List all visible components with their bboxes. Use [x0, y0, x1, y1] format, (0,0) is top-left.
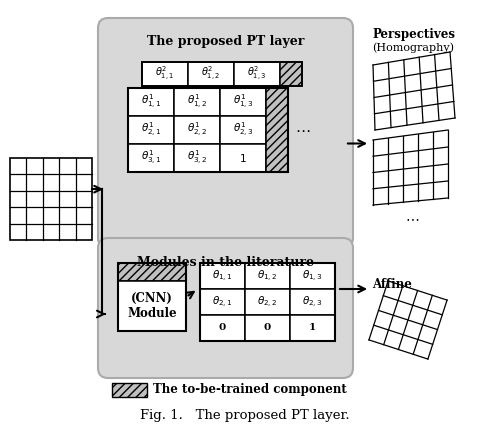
Text: $\theta_{2,3}$: $\theta_{2,3}$: [302, 294, 323, 309]
Bar: [118, 281, 186, 331]
Text: $\theta_{2,1}$: $\theta_{2,1}$: [212, 294, 233, 309]
Text: $\theta^1_{2,2}$: $\theta^1_{2,2}$: [187, 121, 207, 139]
Bar: [128, 88, 174, 116]
Text: $\theta^1_{1,1}$: $\theta^1_{1,1}$: [141, 93, 161, 111]
Bar: [290, 263, 335, 289]
Bar: [245, 289, 290, 315]
FancyBboxPatch shape: [98, 18, 353, 248]
Text: $\theta^2_{1,1}$: $\theta^2_{1,1}$: [155, 65, 175, 83]
Text: Fig. 1.   The proposed PT layer.: Fig. 1. The proposed PT layer.: [140, 408, 350, 422]
Text: 0: 0: [264, 324, 271, 332]
Text: $\theta^2_{1,2}$: $\theta^2_{1,2}$: [201, 65, 220, 83]
Bar: [174, 144, 220, 172]
Bar: [112, 383, 147, 397]
Bar: [200, 263, 245, 289]
Bar: [142, 62, 302, 86]
Text: 1: 1: [309, 324, 316, 332]
Text: (CNN)
Module: (CNN) Module: [127, 292, 177, 320]
Bar: [245, 315, 290, 341]
Bar: [118, 263, 186, 281]
Bar: [245, 263, 290, 289]
Bar: [290, 315, 335, 341]
Bar: [118, 263, 186, 331]
Bar: [142, 62, 188, 86]
Bar: [188, 62, 234, 86]
Text: $\theta^1_{2,1}$: $\theta^1_{2,1}$: [141, 121, 161, 139]
Text: $\theta^1_{1,2}$: $\theta^1_{1,2}$: [187, 93, 207, 111]
Text: (Homography): (Homography): [372, 42, 454, 53]
Text: 0: 0: [219, 324, 226, 332]
Text: Affine: Affine: [372, 278, 412, 291]
Bar: [128, 88, 288, 172]
Text: $\theta^1_{2,3}$: $\theta^1_{2,3}$: [233, 121, 253, 139]
Bar: [128, 144, 174, 172]
Text: Modules in the literature: Modules in the literature: [137, 255, 314, 268]
Text: The proposed PT layer: The proposed PT layer: [147, 35, 304, 49]
Text: $\theta^1_{3,1}$: $\theta^1_{3,1}$: [141, 149, 161, 167]
Text: $\theta_{2,2}$: $\theta_{2,2}$: [257, 294, 278, 309]
Bar: [200, 289, 245, 315]
Bar: [290, 289, 335, 315]
Text: $\theta_{1,3}$: $\theta_{1,3}$: [302, 268, 323, 284]
FancyBboxPatch shape: [98, 238, 353, 378]
Text: $\theta_{1,2}$: $\theta_{1,2}$: [257, 268, 278, 284]
Text: $\cdots$: $\cdots$: [405, 211, 419, 225]
Bar: [266, 88, 288, 172]
Text: The to-be-trained component: The to-be-trained component: [153, 384, 347, 396]
Bar: [200, 315, 245, 341]
Bar: [220, 144, 266, 172]
Bar: [234, 62, 280, 86]
Bar: [174, 116, 220, 144]
Bar: [128, 116, 174, 144]
Text: $\cdots$: $\cdots$: [295, 122, 311, 137]
Text: $1$: $1$: [239, 152, 247, 164]
Text: $\theta_{1,1}$: $\theta_{1,1}$: [212, 268, 233, 284]
Text: Perspectives: Perspectives: [372, 28, 455, 41]
Text: $\theta^1_{1,3}$: $\theta^1_{1,3}$: [233, 93, 253, 111]
Bar: [220, 116, 266, 144]
Bar: [10, 158, 92, 240]
Bar: [200, 263, 335, 341]
Bar: [280, 62, 302, 86]
Bar: [220, 88, 266, 116]
Text: $\theta^1_{3,2}$: $\theta^1_{3,2}$: [187, 149, 207, 167]
Text: $\theta^2_{1,3}$: $\theta^2_{1,3}$: [247, 65, 267, 83]
Bar: [174, 88, 220, 116]
